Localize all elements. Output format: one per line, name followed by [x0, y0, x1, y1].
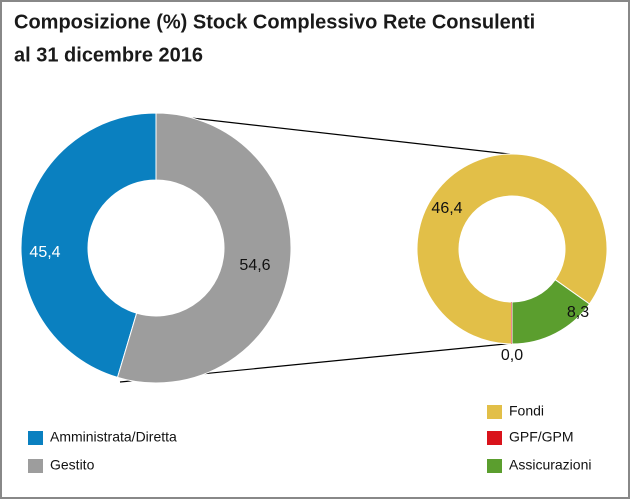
data-label: 8,3: [567, 304, 589, 321]
legend-label: Amministrata/Diretta: [50, 429, 177, 445]
slice: [416, 153, 608, 345]
legend-swatch: [487, 431, 502, 445]
legend-label: GPF/GPM: [509, 429, 574, 445]
chart-title: al 31 dicembre 2016: [14, 44, 203, 66]
legend-swatch: [28, 431, 43, 445]
data-label: 46,4: [431, 200, 462, 217]
data-label: 45,4: [29, 244, 60, 261]
slice: [20, 112, 157, 379]
slice: [511, 278, 591, 345]
legend-swatch: [487, 459, 502, 473]
legend-label: Fondi: [509, 403, 544, 419]
legend-label: Assicurazioni: [509, 457, 591, 473]
chart-title: Composizione (%) Stock Complessivo Rete …: [14, 11, 535, 33]
connector: [155, 113, 519, 156]
legend-swatch: [28, 459, 43, 473]
legend-label: Gestito: [50, 457, 95, 473]
legend-swatch: [487, 405, 502, 419]
data-label: 0,0: [501, 347, 523, 364]
data-label: 54,6: [239, 257, 270, 274]
slice: [116, 112, 292, 384]
